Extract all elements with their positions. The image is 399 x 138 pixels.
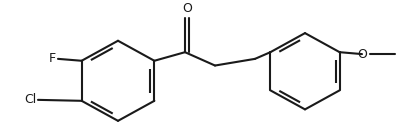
Text: O: O [182,2,192,15]
Text: F: F [49,52,56,65]
Text: O: O [357,48,367,61]
Text: Cl: Cl [24,93,36,106]
